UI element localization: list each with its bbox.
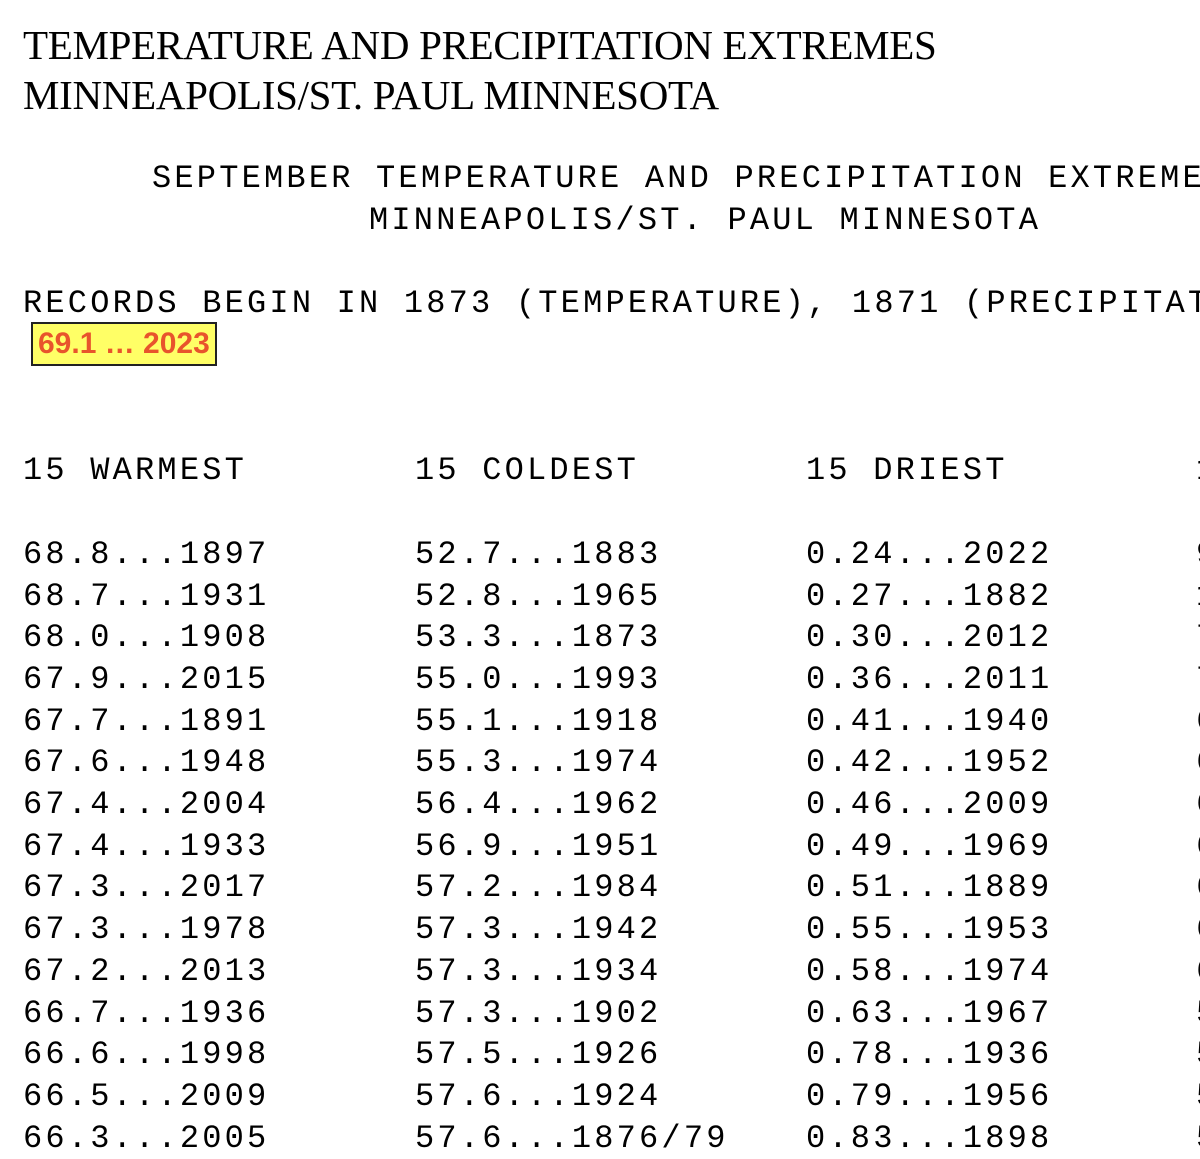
record-entry: 5 [1196, 1118, 1200, 1159]
record-entry: 67.7...1891 [23, 702, 270, 740]
coldest-column: 15 COLDEST 52.7...1883 52.8...1965 53.3...… [415, 367, 729, 1159]
record-entry: 67.6...1948 [23, 744, 270, 782]
record-entry: 67.3...1978 [23, 911, 270, 949]
record-entry: 0.41...1940 [806, 702, 1053, 740]
record-entry: 55.3...1974 [415, 744, 662, 782]
record-entry: 0.51...1889 [806, 869, 1053, 907]
record-entry: 5 [1196, 1034, 1200, 1076]
record-entry: 5 [1196, 993, 1200, 1035]
page-title-line-2: MINNEAPOLIS/ST. PAUL MINNESOTA [23, 72, 719, 118]
record-entry: 6 [1196, 951, 1200, 993]
record-entry: 0.27...1882 [806, 577, 1053, 615]
page-title-line-1: TEMPERATURE AND PRECIPITATION EXTREMES [23, 22, 937, 68]
record-entry: 57.3...1942 [415, 911, 662, 949]
record-entry: 67.3...2017 [23, 869, 270, 907]
section-heading-line-1: SEPTEMBER TEMPERATURE AND PRECIPITATION … [152, 160, 1200, 197]
record-entry: 0.24...2022 [806, 535, 1053, 573]
record-entry: 57.6...1924 [415, 1077, 662, 1115]
record-entry: 0.46...2009 [806, 786, 1053, 824]
record-entry: 7 [1196, 659, 1200, 701]
section-heading: SEPTEMBER TEMPERATURE AND PRECIPITATION … [152, 158, 1200, 242]
record-entry: 7 [1196, 617, 1200, 659]
record-entry: 0.58...1974 [806, 952, 1053, 990]
wettest-column-partial: 1 917766666665555 [1196, 367, 1200, 1159]
warmest-column: 15 WARMEST 68.8...1897 68.7...1931 68.0...… [23, 367, 269, 1159]
record-entry: 56.9...1951 [415, 827, 662, 865]
record-entry: 6 [1196, 826, 1200, 868]
section-heading-line-2: MINNEAPOLIS/ST. PAUL MINNESOTA [369, 202, 1042, 239]
record-entry: 67.2...2013 [23, 952, 270, 990]
record-entry: 66.6...1998 [23, 1036, 270, 1074]
column-header: 1 [1196, 450, 1200, 492]
column-header: 15 WARMEST [23, 452, 248, 490]
record-entry: 66.3...2005 [23, 1119, 270, 1157]
page-title: TEMPERATURE AND PRECIPITATION EXTREMES M… [23, 20, 937, 120]
record-entry: 68.0...1908 [23, 619, 270, 657]
highlight-badge-new-record: 69.1 … 2023 [31, 322, 217, 366]
record-entry: 57.2...1984 [415, 869, 662, 907]
record-entry: 6 [1196, 701, 1200, 743]
column-header: 15 COLDEST [415, 452, 640, 490]
record-entry: 57.6...1876/79 [415, 1119, 729, 1157]
record-entry: 5 [1196, 1076, 1200, 1118]
record-entry: 0.79...1956 [806, 1077, 1053, 1115]
record-entry: 0.63...1967 [806, 994, 1053, 1032]
record-entry: 0.55...1953 [806, 911, 1053, 949]
record-entry: 57.3...1902 [415, 994, 662, 1032]
record-entry: 66.5...2009 [23, 1077, 270, 1115]
record-entry: 68.7...1931 [23, 577, 270, 615]
record-entry: 57.5...1926 [415, 1036, 662, 1074]
record-entry: 0.83...1898 [806, 1119, 1053, 1157]
driest-column: 15 DRIEST 0.24...2022 0.27...1882 0.30...2… [806, 367, 1052, 1159]
record-entry: 57.3...1934 [415, 952, 662, 990]
record-entry: 52.8...1965 [415, 577, 662, 615]
records-begin-note: RECORDS BEGIN IN 1873 (TEMPERATURE), 187… [23, 285, 1200, 322]
record-entry: 6 [1196, 909, 1200, 951]
record-entry: 9 [1196, 534, 1200, 576]
record-entry: 6 [1196, 867, 1200, 909]
record-entry: 52.7...1883 [415, 535, 662, 573]
column-header: 15 DRIEST [806, 452, 1008, 490]
record-entry: 68.8...1897 [23, 535, 270, 573]
record-entry: 0.42...1952 [806, 744, 1053, 782]
record-entry: 56.4...1962 [415, 786, 662, 824]
record-entry: 66.7...1936 [23, 994, 270, 1032]
record-entry: 55.1...1918 [415, 702, 662, 740]
record-entry: 67.9...2015 [23, 660, 270, 698]
record-entry: 55.0...1993 [415, 660, 662, 698]
record-entry: 0.30...2012 [806, 619, 1053, 657]
record-entry: 6 [1196, 784, 1200, 826]
record-entry: 53.3...1873 [415, 619, 662, 657]
record-entry: 6 [1196, 742, 1200, 784]
record-entry: 67.4...2004 [23, 786, 270, 824]
record-entry: 0.49...1969 [806, 827, 1053, 865]
record-entry: 67.4...1933 [23, 827, 270, 865]
record-entry: 0.36...2011 [806, 660, 1053, 698]
record-entry: 1 [1196, 576, 1200, 618]
record-entry: 0.78...1936 [806, 1036, 1053, 1074]
